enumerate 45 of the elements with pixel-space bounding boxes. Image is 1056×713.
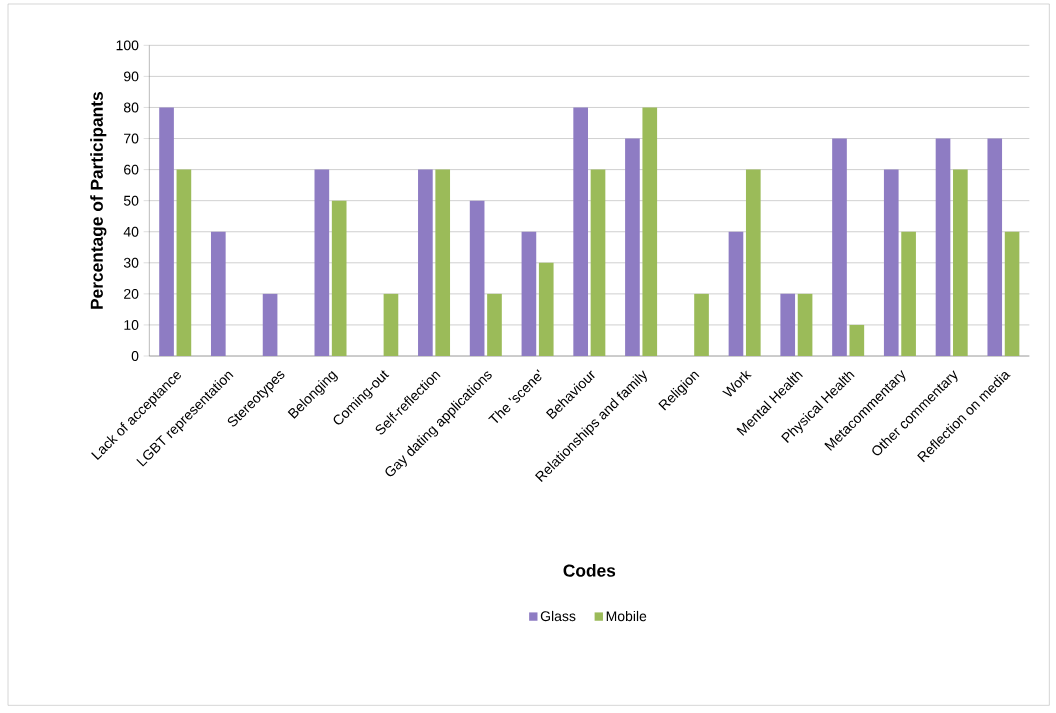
legend-label: Mobile — [606, 610, 647, 622]
bar — [1004, 231, 1020, 356]
bar — [418, 169, 433, 356]
bar — [538, 262, 554, 356]
y-tick-label: 80 — [123, 102, 139, 113]
bar — [590, 169, 606, 356]
y-tick-label: 30 — [123, 257, 139, 268]
bar — [953, 169, 968, 356]
y-tick-label: 0 — [131, 350, 139, 361]
bar — [383, 293, 399, 356]
bar — [469, 200, 485, 356]
y-tick-label: 20 — [124, 288, 139, 299]
bar — [331, 200, 347, 356]
bar — [314, 169, 330, 356]
bar — [849, 324, 865, 356]
y-tick-label: 10 — [124, 319, 139, 330]
bar — [797, 293, 813, 356]
bar — [832, 138, 847, 356]
bar — [745, 169, 761, 356]
bar — [435, 169, 451, 356]
bar — [521, 231, 537, 356]
bar — [694, 293, 709, 356]
y-axis-title: Percentage of Participants — [90, 91, 107, 309]
bar — [487, 293, 502, 356]
bar — [625, 138, 640, 356]
bar — [176, 169, 192, 356]
legend-label: Glass — [540, 610, 576, 622]
bar — [780, 293, 796, 356]
y-tick-label: 40 — [123, 226, 139, 237]
bar — [987, 138, 1003, 356]
bar — [210, 231, 226, 356]
bar — [883, 169, 899, 356]
y-tick-label: 90 — [124, 71, 139, 82]
bar — [901, 231, 916, 356]
bar — [935, 138, 951, 356]
bar — [159, 107, 174, 356]
y-tick-label: 50 — [123, 195, 139, 206]
bar — [262, 293, 278, 356]
bar — [728, 231, 744, 356]
y-tick-label: 60 — [124, 164, 139, 175]
x-axis-title: Codes — [563, 563, 616, 577]
bar — [573, 107, 588, 356]
y-tick-label: 100 — [116, 40, 139, 51]
y-tick-label: 70 — [124, 133, 139, 144]
bar — [642, 107, 658, 356]
